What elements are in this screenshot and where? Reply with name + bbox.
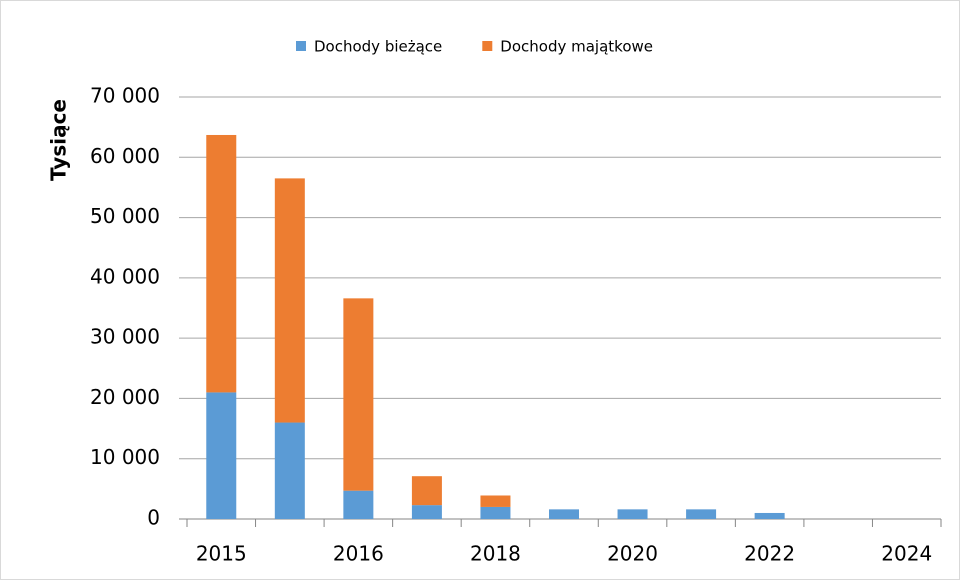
- y-tick-label: 70 000: [90, 84, 160, 108]
- bar-segment: [343, 490, 374, 519]
- bar-segment: [754, 512, 785, 519]
- x-tick-label: 2018: [470, 542, 521, 566]
- bar-segment: [411, 505, 442, 519]
- y-tick-label: 20 000: [90, 385, 160, 409]
- y-axis-title: Tysiące: [47, 99, 71, 181]
- y-tick-label: 0: [147, 506, 160, 530]
- legend-swatch: [296, 41, 306, 51]
- x-tick-label: 2015: [196, 542, 247, 566]
- bar-segment: [274, 422, 305, 519]
- legend-label: Dochody bieżące: [314, 38, 442, 56]
- y-tick-label: 40 000: [90, 264, 160, 288]
- legend-label: Dochody majątkowe: [500, 38, 653, 56]
- x-tick-label: 2022: [744, 542, 795, 566]
- x-tick-label: 2016: [333, 542, 384, 566]
- bar-segment: [274, 178, 305, 423]
- bar-segment: [480, 495, 511, 507]
- y-tick-label: 60 000: [90, 144, 160, 168]
- bar-segment: [617, 509, 648, 519]
- x-tick-label: 2020: [607, 542, 658, 566]
- bar-segment: [686, 509, 717, 519]
- bar-segment: [206, 134, 237, 393]
- bar-segment: [480, 506, 511, 519]
- bar-segment: [411, 476, 442, 506]
- y-tick-label: 30 000: [90, 325, 160, 349]
- bar-segment: [549, 509, 579, 519]
- y-tick-label: 50 000: [90, 204, 160, 228]
- y-tick-label: 10 000: [90, 445, 160, 469]
- legend-swatch: [482, 41, 493, 51]
- bar-segment: [206, 392, 237, 519]
- bar-segment: [343, 298, 374, 491]
- x-tick-label: 2024: [881, 542, 932, 566]
